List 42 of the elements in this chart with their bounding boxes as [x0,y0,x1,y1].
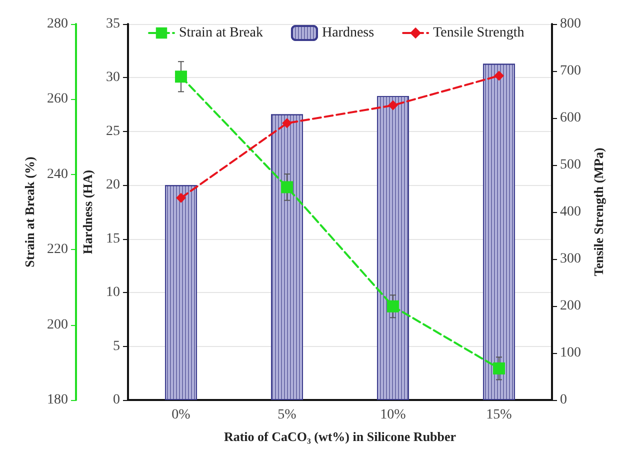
y3-tick-label: 240 [47,166,68,182]
y3-tick-label: 280 [47,16,68,32]
y2-tick-label: 300 [560,252,581,266]
legend-label: Hardness [322,26,374,40]
y2-tick-label: 100 [560,346,581,360]
point [494,70,504,81]
y-tick-label: 0 [113,392,120,408]
y2-tick-label: 600 [560,110,581,126]
y-tick-label: 10 [106,285,120,300]
point [388,100,398,110]
y3-tick-label: 220 [47,242,68,258]
y-tick-label: 35 [106,16,120,32]
y-tick-label: 5 [113,338,120,354]
y2-tick-label: 0 [560,392,567,408]
legend-label: Tensile Strength [433,26,524,40]
y2-axis-title: Tensile Strength (MPa) [590,148,606,276]
y2-tick-label: 200 [560,298,581,314]
x-tick-label: 0% [172,408,191,422]
point [282,118,292,128]
point [281,181,293,194]
point [176,192,186,203]
y-tick-label: 20 [106,178,120,193]
legend-label: Strain at Break [179,26,263,40]
x-tick-label: 15% [486,408,512,422]
y3-tick-label: 260 [47,92,68,107]
y3-tick-label: 180 [47,392,68,408]
y3-tick-label: 200 [47,317,68,332]
y2-tick-label: 800 [560,16,581,32]
point [175,70,187,83]
y-tick-label: 25 [106,124,120,139]
y-axis-title: Hardness (HA) [80,170,95,254]
y2-tick-label: 500 [560,158,581,172]
point [493,362,505,374]
x-tick-label: 5% [278,408,297,422]
y3-axis-title: Strain at Break (%) [22,156,38,268]
y2-tick-label: 700 [560,64,581,78]
y-tick-label: 15 [106,231,120,246]
y2-tick-label: 400 [560,204,581,220]
y-tick-label: 30 [106,70,120,86]
point [387,300,399,312]
x-axis-title: Ratio of CaCO₃ (wt%) in Silicone Rubber [224,429,456,444]
x-tick-label: 10% [380,408,406,422]
